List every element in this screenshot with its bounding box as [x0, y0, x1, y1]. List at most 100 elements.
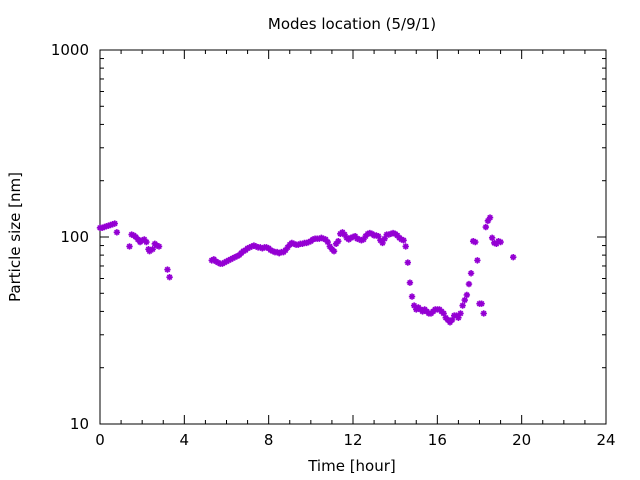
data-point: [457, 310, 464, 317]
data-point: [377, 237, 384, 244]
data-point: [248, 243, 255, 250]
data-point: [459, 302, 466, 309]
data-point: [252, 243, 260, 250]
data-point: [332, 240, 340, 247]
data-point: [448, 316, 456, 324]
data-point: [463, 291, 471, 299]
data-point: [146, 247, 153, 255]
data-point: [472, 238, 479, 246]
data-point: [282, 246, 289, 254]
x-tick-label: 12: [343, 431, 362, 449]
data-point: [240, 247, 247, 255]
data-point: [299, 240, 306, 247]
data-points: [96, 214, 517, 326]
data-point: [440, 310, 447, 317]
data-point: [461, 296, 468, 304]
data-point: [284, 244, 291, 251]
data-point: [320, 235, 327, 242]
data-point: [379, 239, 386, 247]
chart-title: Modes location (5/9/1): [268, 15, 436, 33]
data-point: [400, 237, 407, 244]
data-point: [491, 239, 498, 247]
data-point: [153, 242, 161, 249]
data-point: [341, 231, 348, 238]
data-point: [510, 253, 517, 261]
data-point: [358, 237, 365, 244]
data-point: [484, 217, 492, 225]
data-point: [244, 245, 251, 252]
data-point: [467, 270, 475, 277]
data-point: [347, 234, 355, 242]
x-tick-label: 4: [180, 431, 190, 449]
data-point: [309, 236, 317, 243]
data-point: [381, 235, 388, 242]
x-tick-label: 20: [512, 431, 531, 449]
data-point: [155, 243, 163, 250]
data-point: [351, 232, 359, 240]
data-point: [316, 235, 323, 242]
data-point: [330, 247, 338, 255]
data-point: [246, 244, 253, 251]
data-point: [398, 236, 405, 243]
data-point: [354, 235, 361, 242]
y-tick-label: 10: [70, 415, 89, 433]
data-point: [455, 314, 462, 321]
data-point: [303, 239, 310, 247]
data-point: [474, 257, 481, 264]
data-point: [259, 245, 266, 252]
data-point: [305, 238, 312, 246]
data-point: [497, 238, 504, 246]
data-point: [486, 214, 494, 221]
data-point: [318, 234, 325, 242]
data-point: [322, 236, 329, 243]
data-point: [408, 293, 416, 300]
y-tick-label: 100: [60, 228, 89, 246]
data-point: [111, 220, 118, 227]
data-point: [134, 236, 142, 243]
data-point: [263, 244, 270, 251]
data-point: [326, 243, 334, 250]
data-point: [394, 232, 401, 239]
data-point: [149, 246, 156, 253]
data-point: [126, 243, 133, 250]
data-point: [465, 280, 473, 288]
data-point: [288, 239, 296, 247]
data-point: [269, 247, 277, 255]
data-point: [324, 238, 331, 246]
data-point: [335, 237, 342, 245]
data-point: [166, 273, 173, 281]
x-tick-label: 24: [596, 431, 615, 449]
data-point: [478, 300, 485, 307]
data-point: [406, 279, 414, 286]
data-point: [250, 242, 258, 249]
x-tick-label: 8: [264, 431, 274, 449]
data-point: [356, 236, 363, 243]
data-point: [138, 237, 146, 244]
data-point: [294, 241, 302, 248]
data-point: [349, 233, 357, 241]
data-point: [360, 236, 367, 243]
data-point: [404, 259, 412, 266]
data-point: [480, 310, 487, 317]
data-point: [290, 240, 298, 247]
data-point: [482, 223, 490, 231]
data-point: [488, 234, 496, 242]
data-point: [113, 229, 121, 236]
data-point: [257, 244, 264, 251]
data-point: [469, 237, 477, 245]
y-tick-label: 1000: [51, 41, 89, 59]
data-point: [375, 232, 382, 240]
y-tick-labels: 10 100 1000: [51, 41, 89, 433]
data-point: [143, 238, 150, 246]
x-tick-labels: 0 4 8 12 16 20 24: [95, 431, 615, 449]
x-axis-label: Time [hour]: [307, 457, 396, 475]
data-point: [402, 243, 409, 250]
y-axis-label: Particle size [nm]: [6, 172, 24, 302]
data-point: [493, 240, 500, 247]
axis-ticks: [99, 49, 607, 425]
data-point: [495, 237, 502, 245]
data-point: [410, 302, 418, 309]
x-tick-label: 16: [428, 431, 447, 449]
data-point: [267, 246, 274, 254]
